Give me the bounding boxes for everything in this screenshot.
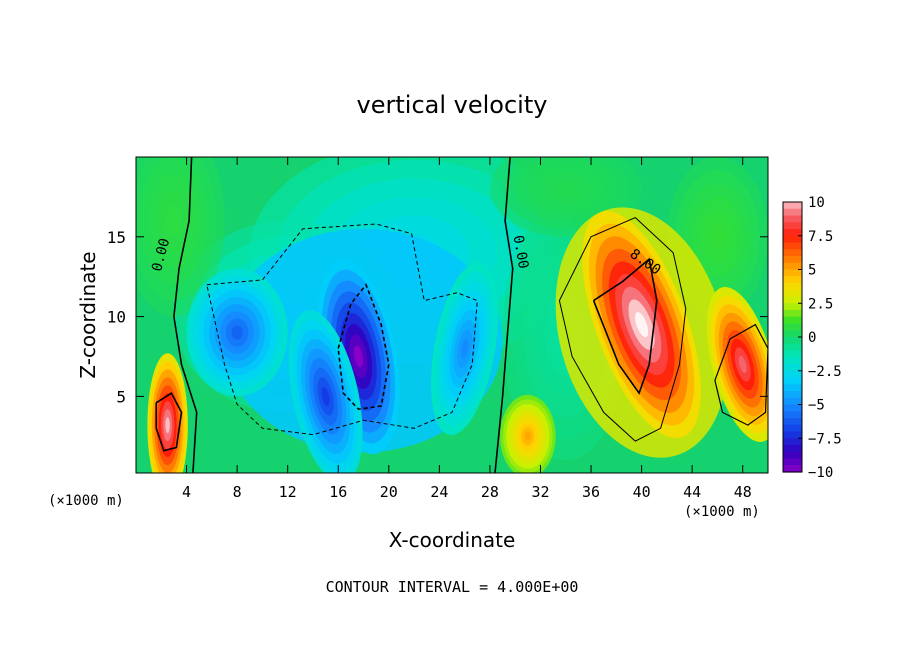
zero-contour-mid [494,157,514,473]
colorbar-swatch [783,431,802,439]
colorbar-swatch [783,458,802,466]
field-cell [709,223,726,251]
colorbar-swatch [783,357,802,365]
y-axis-label: Z-coordinate [76,251,100,378]
colorbar-swatch [783,404,802,412]
x-tick-label: 44 [683,483,701,501]
y-axis: 5 10 15 [107,228,768,406]
colorbar-swatch [783,337,802,345]
positive-contour [558,217,687,442]
colorbar-swatch [783,424,802,433]
colorbar-swatch [783,330,802,338]
contour-interval-note: CONTOUR INTERVAL = 4.000E+00 [326,578,579,596]
negative-contour-core [337,283,390,411]
chart-title: vertical velocity [357,91,548,119]
colorbar-tick-label: 0 [808,330,816,346]
colorbar-swatch [783,229,802,237]
colorbar-swatch [783,283,802,291]
colorbar-swatch [783,208,802,217]
downdraft-core [353,345,364,368]
colorbar-swatch [783,370,802,379]
x-unit-right: (×1000 m) [684,504,760,520]
x-tick-label: 48 [734,483,752,501]
colorbar-tick-label: 2.5 [808,296,833,312]
colorbar-swatch [783,391,802,399]
x-tick-label: 8 [233,483,242,501]
field-cell [553,180,579,197]
colorbar-swatch [783,215,802,223]
colorbar-tick-label: 7.5 [808,229,833,245]
x-tick-label: 16 [329,483,347,501]
colorbar-swatch [783,249,802,257]
colorbar-swatch [783,242,802,250]
y-tick-label: 15 [107,228,126,247]
colorbar-swatch [783,350,802,358]
positive-contour-left [155,392,183,452]
colorbar: 10 7.5 5 2.5 0 −2.5 −5 −7.5 −10 [782,195,842,481]
x-unit-left: (×1000 m) [48,493,124,509]
colorbar-tick-label: 10 [808,195,825,211]
downdraft-core [460,338,469,359]
downdraft-core [231,325,243,340]
x-tick-label: 32 [531,483,549,501]
contour-lines [155,157,768,473]
colorbar-swatch [783,411,802,419]
colorbar-tick-label: −10 [808,465,833,481]
y-tick-label: 5 [116,387,126,406]
colorbar-swatch [783,303,802,311]
colorbar-swatch [783,377,802,385]
colorbar-swatch [783,445,802,453]
field-cell [165,204,183,237]
x-tick-label: 20 [380,483,398,501]
contour-label: 0.00 [510,234,532,270]
colorbar-swatch [783,438,802,446]
colorbar-swatch [783,262,802,271]
colorbar-swatch [783,451,802,460]
colorbar-swatch [783,316,802,325]
field-layer [136,157,768,473]
colorbar-swatch [783,296,802,304]
x-tick-label: 24 [430,483,448,501]
plot-frame [135,156,769,474]
negative-contour [206,223,478,436]
colorbar-swatch [783,222,802,230]
colorbar-swatch [783,343,802,352]
zero-contour-left [173,157,198,473]
x-tick-label: 36 [582,483,600,501]
y-tick-label: 10 [107,308,126,327]
colorbar-swatch [783,310,802,318]
colorbar-swatch [783,397,802,406]
updraft-core [738,355,747,374]
updraft-core [524,431,531,441]
colorbar-swatch [783,276,802,284]
x-tick-label: 12 [279,483,297,501]
x-axis-label: X-coordinate [389,528,516,552]
x-axis: 4 8 12 16 20 24 28 32 36 40 44 48 [182,157,752,501]
colorbar-swatch [783,269,802,277]
colorbar-tick-label: −7.5 [808,431,842,447]
x-tick-label: 40 [633,483,651,501]
colorbar-swatch [783,235,802,244]
positive-contour-right [714,323,768,426]
updraft-core [165,417,170,434]
colorbar-swatch [783,202,802,210]
colorbar-swatch [783,289,802,298]
colorbar-swatch [783,364,802,372]
colorbar-swatch [783,465,802,473]
colorbar-swatch [783,418,802,426]
positive-contour-core [592,257,658,395]
colorbar-swatch [783,256,802,264]
colorbar-tick-label: −5 [808,398,825,414]
x-tick-label: 4 [182,483,191,501]
colorbar-tick-label: 5 [808,263,816,279]
colorbar-tick-label: −2.5 [808,364,842,380]
x-tick-label: 28 [481,483,499,501]
colorbar-swatch [783,384,802,392]
downdraft-core [321,386,330,406]
updraft-core [635,311,649,338]
colorbar-swatch [783,323,802,331]
